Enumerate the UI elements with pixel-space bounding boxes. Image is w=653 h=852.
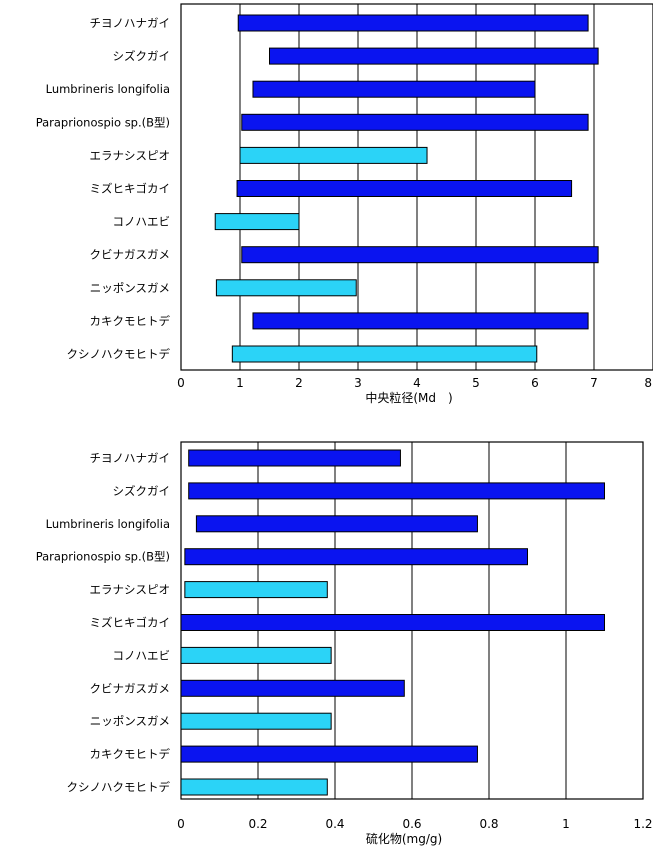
range-bar xyxy=(184,581,328,599)
category-label: Paraprionospio sp.(B型) xyxy=(36,115,170,129)
x-tick-label: 0.2 xyxy=(248,817,267,831)
category-label: エラナシスピオ xyxy=(90,583,171,597)
x-tick-label: 5 xyxy=(472,376,480,390)
range-bar xyxy=(241,113,589,131)
range-bar xyxy=(237,14,589,32)
range-bar xyxy=(241,246,599,264)
category-label: ニッポンスガメ xyxy=(90,281,170,295)
range-bar xyxy=(214,213,300,231)
category-label: カキクモヒトデ xyxy=(90,314,171,328)
x-tick-label: 6 xyxy=(531,376,539,390)
x-tick-label: 1 xyxy=(562,817,570,831)
x-tick-label: 0 xyxy=(177,376,185,390)
category-label: エラナシスピオ xyxy=(90,148,171,162)
category-label: ミズヒキゴカイ xyxy=(90,616,171,630)
x-tick-label: 4 xyxy=(413,376,421,390)
range-bar xyxy=(252,312,589,330)
range-bar xyxy=(180,646,332,664)
range-bar xyxy=(180,778,328,796)
range-bar xyxy=(239,146,428,164)
category-label: コノハエビ xyxy=(113,648,171,662)
plot-frame xyxy=(180,3,653,371)
x-tick-label: 8 xyxy=(644,376,652,390)
x-tick-label: 3 xyxy=(354,376,362,390)
category-label: チヨノハナガイ xyxy=(90,16,171,30)
range-bar xyxy=(180,712,332,730)
range-bar xyxy=(269,47,599,65)
category-label: カキクモヒトデ xyxy=(90,747,171,761)
category-label: クビナガスガメ xyxy=(90,248,171,262)
x-tick-label: 0 xyxy=(177,817,185,831)
category-label: ニッポンスガメ xyxy=(90,714,170,728)
range-bar xyxy=(184,548,528,566)
range-bar xyxy=(231,345,538,363)
x-tick-label: 1.2 xyxy=(633,817,652,831)
category-label: ミズヒキゴカイ xyxy=(90,182,171,196)
x-tick-label: 0.8 xyxy=(479,817,498,831)
category-label: クシノハクモヒトデ xyxy=(67,780,171,794)
category-label: Paraprionospio sp.(B型) xyxy=(36,550,170,564)
x-tick-label: 1 xyxy=(236,376,244,390)
category-label: Lumbrineris longifolia xyxy=(46,82,170,96)
category-label: シズクガイ xyxy=(113,49,171,63)
range-bar xyxy=(180,614,605,631)
x-tick-label: 2 xyxy=(295,376,303,390)
range-bar xyxy=(236,180,573,197)
x-axis-title: 硫化物(mg/g) xyxy=(366,831,442,846)
range-bar xyxy=(180,679,405,697)
category-label: チヨノハナガイ xyxy=(90,451,171,465)
range-bar xyxy=(180,745,478,763)
range-bar xyxy=(188,482,605,500)
category-label: コノハエビ xyxy=(113,215,171,229)
range-bar xyxy=(252,80,536,98)
x-tick-label: 0.4 xyxy=(325,817,344,831)
category-label: シズクガイ xyxy=(113,484,171,498)
x-axis-title: 中央粒径(Md ) xyxy=(365,390,452,405)
range-bar xyxy=(195,515,478,533)
x-tick-label: 7 xyxy=(590,376,598,390)
category-label: Lumbrineris longifolia xyxy=(46,517,170,531)
range-bar xyxy=(215,279,357,297)
range-bar xyxy=(188,449,401,467)
x-tick-label: 0.6 xyxy=(402,817,421,831)
category-label: クシノハクモヒトデ xyxy=(67,347,171,361)
category-label: クビナガスガメ xyxy=(90,681,171,695)
